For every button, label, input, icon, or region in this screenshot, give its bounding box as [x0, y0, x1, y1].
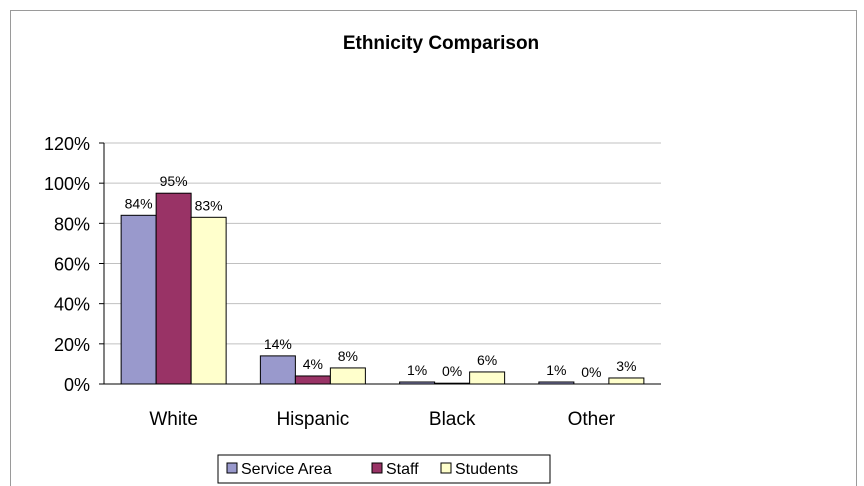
data-label: 84% — [125, 195, 153, 211]
bar — [120, 214, 157, 385]
legend-swatch — [226, 462, 238, 474]
y-tick-label: 100% — [44, 174, 90, 194]
legend-label: Staff — [386, 461, 419, 478]
data-label: 4% — [303, 356, 323, 372]
data-label: 83% — [195, 197, 223, 213]
x-category-label: Hispanic — [276, 409, 349, 430]
data-label: 0% — [581, 364, 601, 380]
data-label: 0% — [442, 363, 462, 379]
data-label: 1% — [546, 362, 566, 378]
data-label: 95% — [160, 173, 188, 189]
data-label: 6% — [477, 352, 497, 368]
data-labels: 84% 95% 83% 14% 4% 8% 1% 0% 6% 1% 0% 3% — [125, 173, 637, 380]
bar — [294, 375, 331, 385]
x-category-label: Black — [429, 409, 476, 430]
y-tick-label: 60% — [54, 255, 90, 275]
y-axis: 0% 20% 40% 60% 80% 100% 120% — [44, 134, 105, 395]
x-category-label: White — [149, 409, 198, 430]
legend-label: Students — [455, 461, 518, 478]
legend-label: Service Area — [241, 461, 332, 478]
chart-title: Ethnicity Comparison — [343, 33, 539, 54]
chart-frame — [10, 10, 857, 486]
bar — [329, 367, 366, 385]
y-tick-label: 0% — [64, 375, 90, 395]
bar — [608, 377, 645, 385]
y-tick-label: 20% — [54, 335, 90, 355]
bars — [120, 192, 645, 385]
legend-swatch — [440, 462, 452, 474]
legend-swatch — [371, 462, 383, 474]
legend: Service Area Staff Students — [217, 454, 551, 484]
y-tick-label: 40% — [54, 295, 90, 315]
data-label: 14% — [264, 336, 292, 352]
bar — [469, 371, 506, 385]
y-tick-label: 120% — [44, 134, 90, 154]
legend-box — [217, 454, 551, 484]
data-label: 3% — [616, 358, 636, 374]
x-axis: White Hispanic Black Other — [104, 383, 661, 430]
data-label: 1% — [407, 362, 427, 378]
y-tick-label: 80% — [54, 214, 90, 234]
x-category-label: Other — [568, 409, 616, 430]
bar — [155, 192, 192, 385]
bar — [190, 216, 227, 385]
data-label: 8% — [338, 348, 358, 364]
bar — [259, 355, 296, 385]
